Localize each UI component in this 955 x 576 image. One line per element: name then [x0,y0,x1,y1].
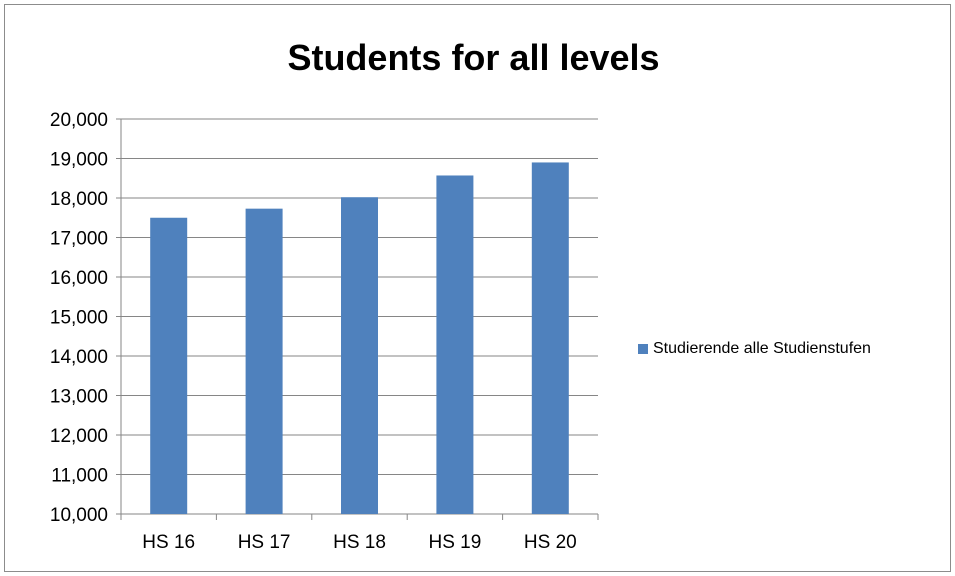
x-tick-label: HS 16 [142,532,195,553]
bar [245,208,283,515]
y-tick-label: 19,000 [50,150,108,171]
legend-label: Studierende alle Studienstufen [653,340,871,357]
x-tick-label: HS 20 [524,532,577,553]
chart-title: Students for all levels [287,37,660,78]
y-tick-label: 11,000 [51,466,108,487]
bar [341,197,378,514]
y-tick-label: 16,000 [50,268,108,289]
y-tick-label: 14,000 [50,347,108,368]
x-tick-label: HS 17 [238,532,291,553]
y-tick-label: 10,000 [50,505,108,526]
y-tick-label: 18,000 [50,189,108,210]
y-tick-label: 12,000 [50,426,108,447]
legend: Studierende alle Studienstufen [638,340,871,358]
x-tick-label: HS 18 [333,532,386,553]
x-tick-label: HS 19 [428,532,481,553]
bar [531,162,569,514]
y-tick-label: 15,000 [50,308,108,329]
y-tick-label: 17,000 [50,229,108,250]
y-tick-label: 13,000 [50,387,108,408]
y-tick-label: 20,000 [50,110,108,131]
legend-swatch [638,344,648,354]
bar [436,175,474,515]
bar [150,217,188,514]
